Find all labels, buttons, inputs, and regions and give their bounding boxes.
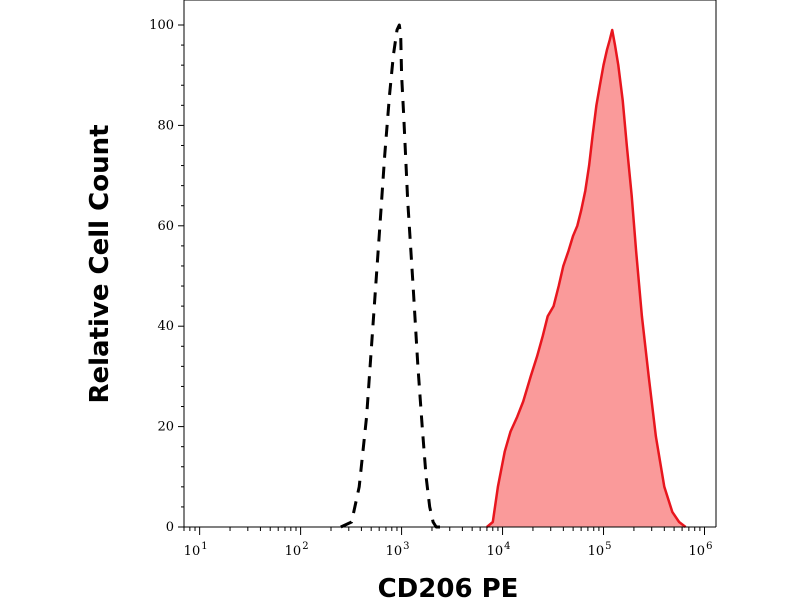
x-tick-label-1: 102 [285, 541, 309, 559]
y-tick-label-2: 40 [157, 319, 174, 334]
x-tick-exp-2: 3 [403, 541, 409, 552]
series-1-line [486, 28, 687, 528]
y-tick-label-0: 0 [166, 520, 174, 535]
series-0-line [340, 23, 440, 529]
series-layer [340, 23, 687, 529]
x-tick-exp-1: 2 [302, 541, 308, 552]
y-tick-label-1: 20 [157, 420, 174, 435]
x-tick-exp-0: 1 [201, 541, 207, 552]
x-tick-label-4: 105 [588, 541, 612, 559]
x-tick-exp-4: 5 [605, 541, 611, 552]
x-tick-label-5: 106 [689, 541, 713, 559]
x-tick-label-3: 104 [487, 541, 511, 559]
series-1-area [486, 30, 686, 527]
x-tick-label-2: 103 [386, 541, 410, 559]
x-axis-title: CD206 PE [378, 574, 519, 600]
x-tick-exp-5: 6 [706, 541, 712, 552]
x-tick-exp-3: 4 [504, 541, 510, 552]
y-axis-title: Relative Cell Count [85, 124, 115, 403]
y-tick-label-4: 80 [157, 118, 174, 133]
y-tick-label-3: 60 [157, 219, 174, 234]
y-tick-label-5: 100 [149, 18, 174, 33]
x-tick-label-0: 101 [184, 541, 208, 559]
